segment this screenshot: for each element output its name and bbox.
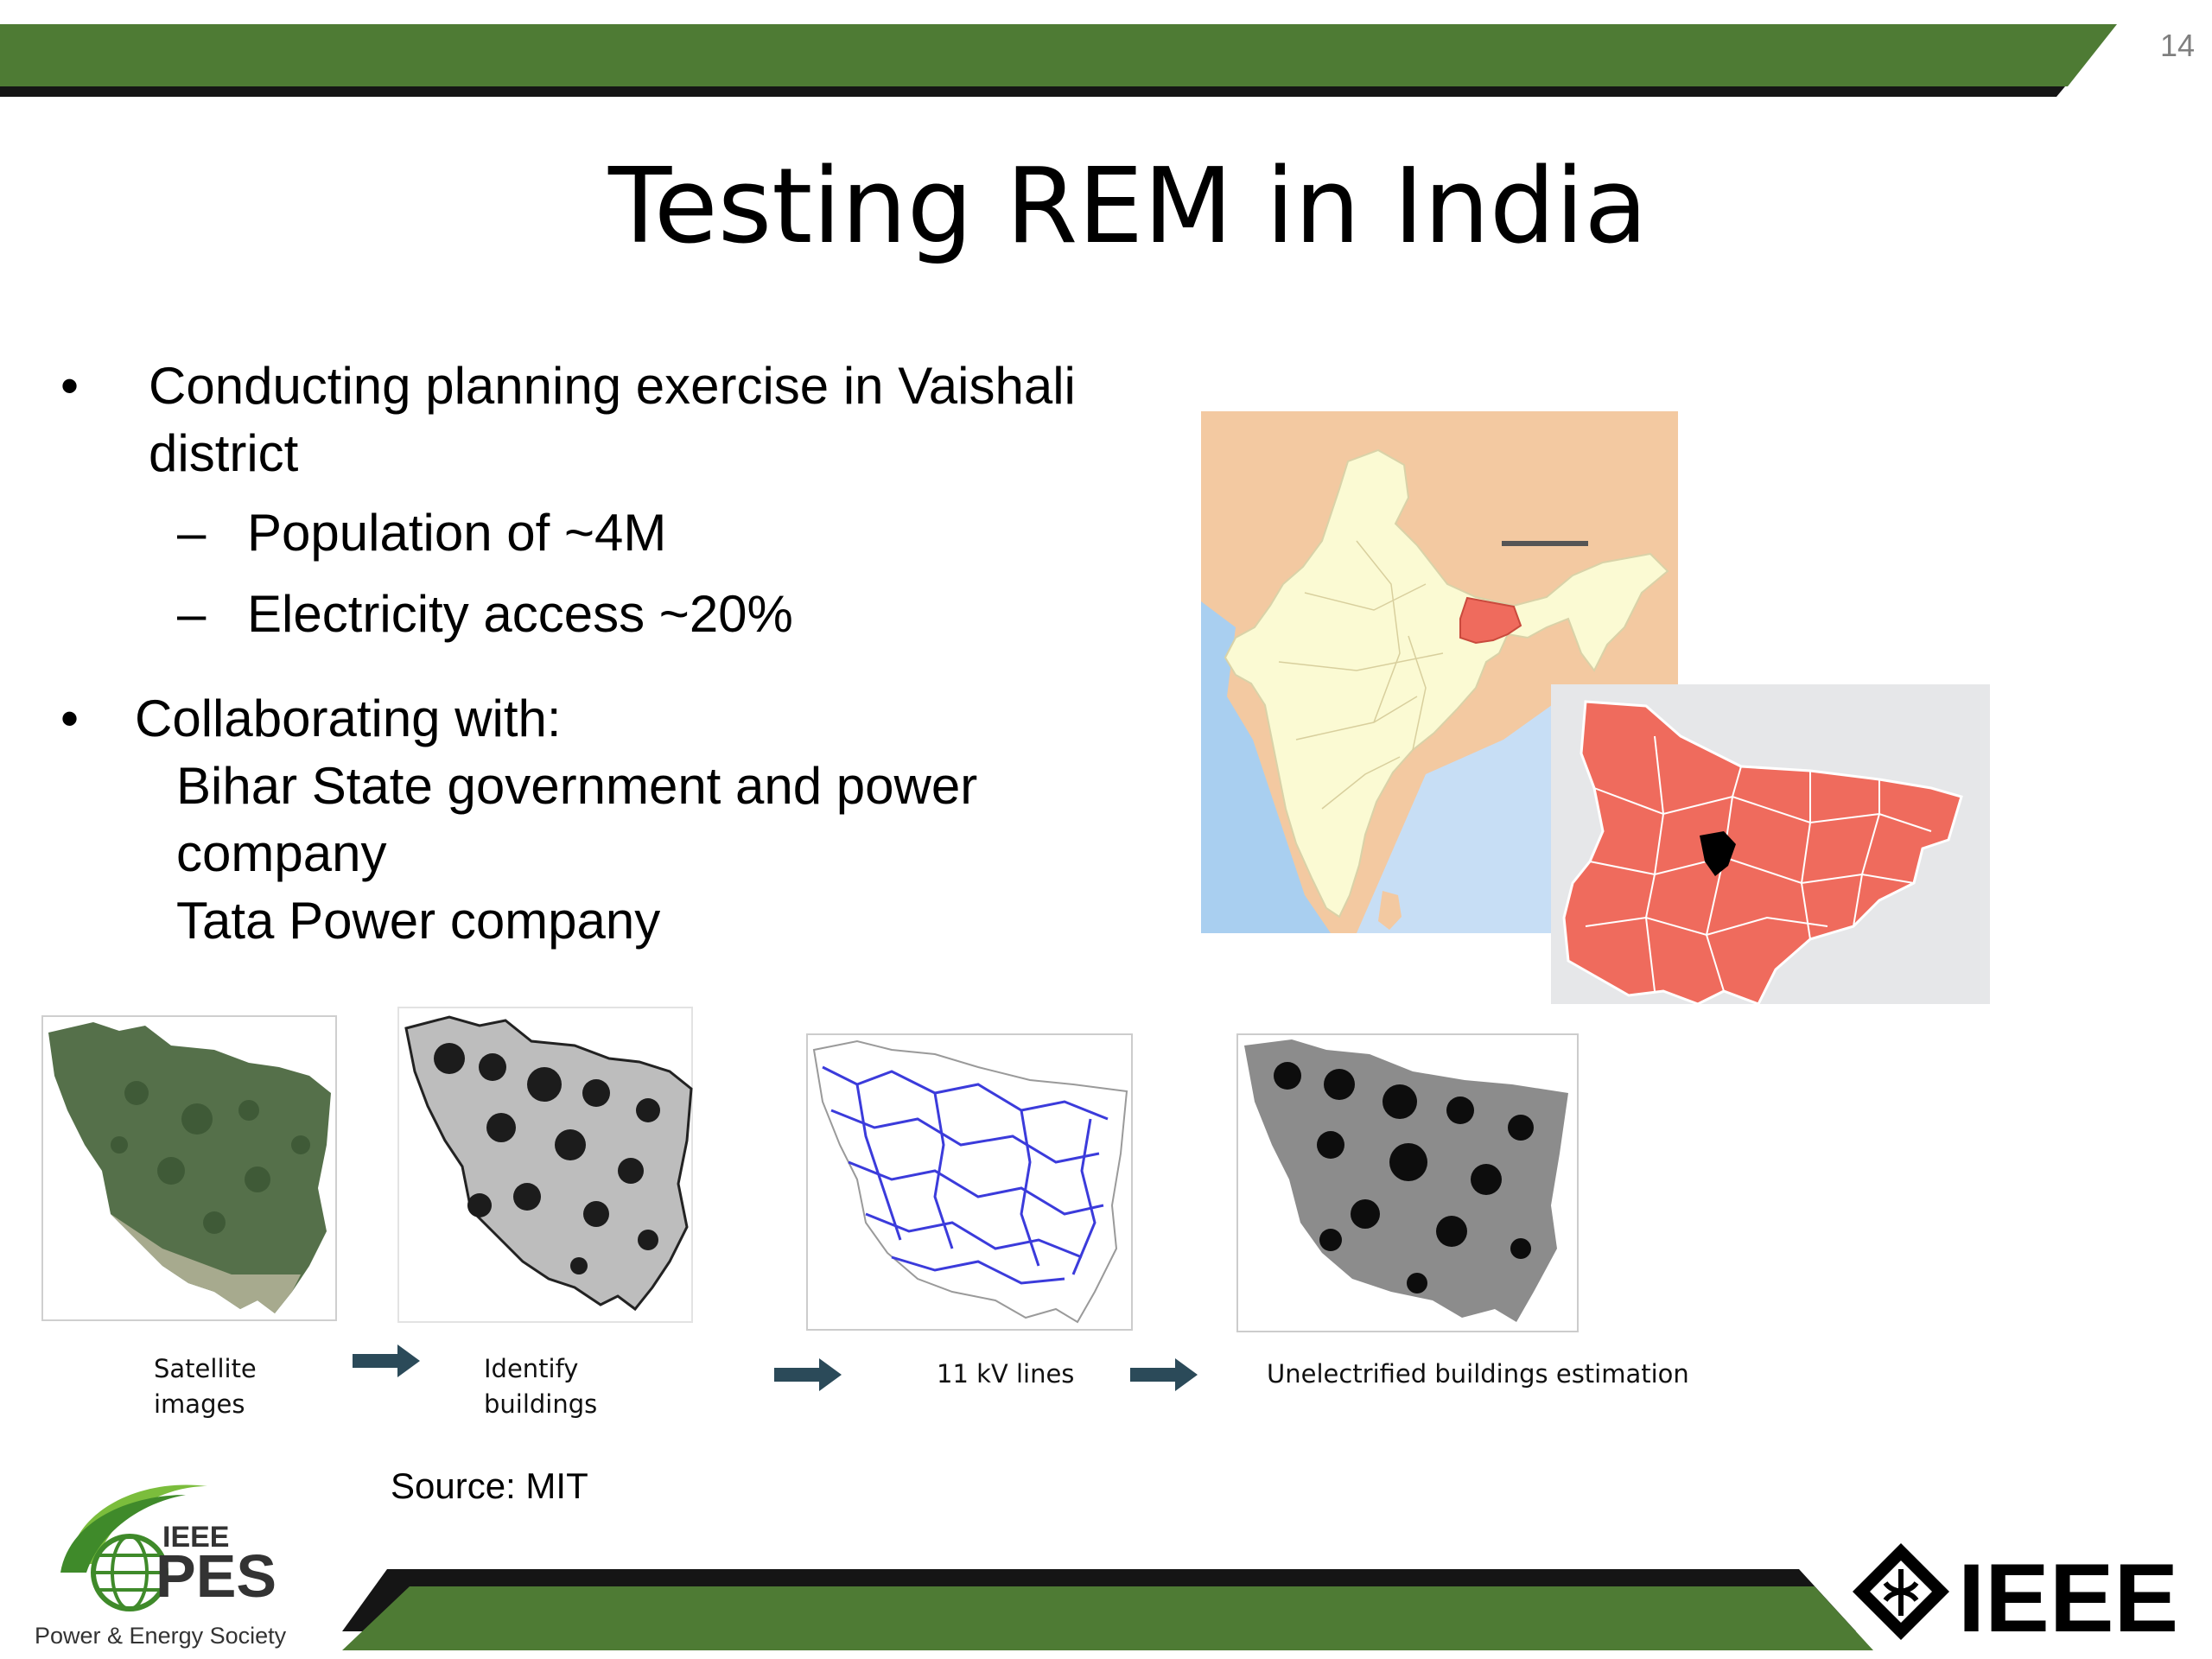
collab-tata: Tata Power company [176,892,661,950]
sub-bullet-electricity: Electricity access ~20% [247,585,793,643]
caption-buildings-line-1: Identify [484,1354,579,1383]
pes-logo-sub: Power & Energy Society [35,1623,287,1649]
lines-frame [806,1033,1133,1331]
caption-unelectrified: Unelectrified buildings estimation [1267,1359,1689,1389]
arrow-icon [353,1344,420,1377]
lines-image [806,1033,1133,1331]
source-note: Source: MIT [391,1465,588,1506]
caption-buildings-line-2: buildings [484,1389,598,1419]
collab-bihar-line-2: company [176,824,387,882]
buildings-texture [434,1043,660,1274]
pes-logo-main: PES [156,1542,276,1610]
sub-bullet-marker-1: – [177,504,207,562]
sub-bullet-population: Population of ~4M [247,504,667,562]
bottom-banner-green [342,1586,1873,1650]
sub-bullet-marker-2: – [177,585,207,643]
ieee-logo: IEEE [1853,1543,2178,1650]
caption-satellite-line-1: Satellite [154,1354,257,1383]
lines-network [822,1065,1109,1285]
caption-satellite-line-2: images [154,1389,245,1419]
buildings-image [397,1007,693,1323]
satellite-texture [111,1081,310,1234]
bullet-marker-1: • [60,357,79,415]
buildings-region [404,1015,693,1312]
bihar-map [1551,684,1990,1004]
satellite-region [48,1022,331,1313]
page-number: 14 [2160,28,2196,63]
slide-title: Testing REM in India [608,147,1648,267]
bihar-map-vaishali [1700,831,1736,876]
unelectrified-image [1236,1033,1579,1332]
pes-logo-ieee: IEEE [162,1521,229,1554]
caption-lines: 11 kV lines [937,1359,1075,1389]
bullet-2: Collaborating with: [135,690,562,747]
india-map-scalebar [1502,541,1588,546]
top-banner [0,24,2117,97]
bullet-1-line-2: district [149,424,299,482]
india-map-srilanka [1378,891,1402,930]
india-map-sea [1201,601,1331,933]
bottom-banner [342,1569,1873,1650]
ieee-logo-text: IEEE [1958,1544,2178,1650]
satellite-river-plain [111,1214,301,1313]
bihar-map-state [1562,700,1963,1004]
lines-region-outline [812,1039,1128,1324]
india-map-state-borders [1278,540,1444,810]
india-map-bihar [1459,596,1522,645]
unelectrified-texture [1274,1062,1534,1294]
satellite-image [41,1015,337,1321]
arrow-icon [774,1358,842,1391]
ieee-pes-logo: IEEE PES Power & Energy Society [35,1484,287,1649]
bullet-1-line-1: Conducting planning exercise in Vaishali [149,357,1076,415]
collab-bihar-line-1: Bihar State government and power [176,757,978,815]
top-banner-green [0,24,2117,86]
arrow-icon [1130,1358,1198,1391]
bullet-marker-2: • [60,690,79,747]
india-map-india [1224,448,1669,918]
